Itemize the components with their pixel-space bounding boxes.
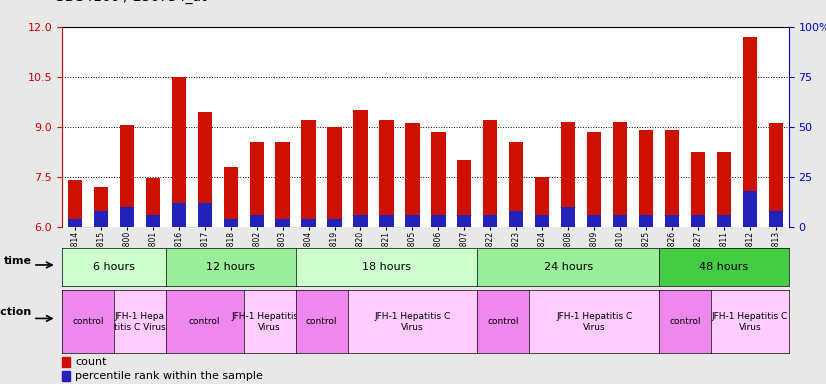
Bar <box>483 215 497 227</box>
Bar <box>691 215 705 227</box>
Text: control: control <box>189 317 221 326</box>
Bar <box>249 142 263 227</box>
Bar <box>665 215 679 227</box>
Text: control: control <box>72 317 103 326</box>
Text: 48 hours: 48 hours <box>700 262 748 272</box>
Bar <box>68 180 82 227</box>
Bar <box>120 125 134 227</box>
Text: JFH-1 Hepatitis C
Virus: JFH-1 Hepatitis C Virus <box>374 311 450 332</box>
Text: 18 hours: 18 hours <box>362 262 411 272</box>
Bar <box>743 37 757 227</box>
Bar <box>457 160 472 227</box>
Bar <box>197 112 211 227</box>
Bar <box>379 215 393 227</box>
Text: control: control <box>306 317 337 326</box>
Bar <box>249 215 263 227</box>
Text: 24 hours: 24 hours <box>544 262 593 272</box>
Bar <box>483 120 497 227</box>
Bar <box>743 190 757 227</box>
Bar <box>93 210 108 227</box>
Bar <box>431 132 445 227</box>
Bar <box>717 215 731 227</box>
Bar <box>301 120 316 227</box>
Bar <box>431 215 445 227</box>
Bar <box>587 132 601 227</box>
Bar <box>406 123 420 227</box>
Bar <box>68 218 82 227</box>
Text: control: control <box>669 317 700 326</box>
Text: JFH-1 Hepatitis C
Virus: JFH-1 Hepatitis C Virus <box>231 311 308 332</box>
Bar <box>172 77 186 227</box>
Bar <box>327 218 342 227</box>
Text: JFH-1 Hepa
titis C Virus: JFH-1 Hepa titis C Virus <box>114 311 166 332</box>
Bar <box>509 142 524 227</box>
Bar <box>172 203 186 227</box>
Text: JFH-1 Hepatitis C
Virus: JFH-1 Hepatitis C Virus <box>712 311 788 332</box>
Bar <box>613 122 627 227</box>
Bar <box>379 120 393 227</box>
Bar <box>613 215 627 227</box>
Bar <box>354 215 368 227</box>
Bar <box>197 203 211 227</box>
Bar <box>62 357 70 367</box>
Bar <box>62 371 70 381</box>
Bar <box>665 130 679 227</box>
Text: control: control <box>487 317 519 326</box>
Text: count: count <box>75 357 107 367</box>
Bar <box>717 152 731 227</box>
Bar <box>120 207 134 227</box>
Bar <box>769 210 783 227</box>
Bar <box>587 215 601 227</box>
Bar <box>354 110 368 227</box>
Bar <box>457 215 472 227</box>
Bar <box>301 218 316 227</box>
Bar <box>535 215 549 227</box>
Text: 6 hours: 6 hours <box>93 262 135 272</box>
Bar <box>224 218 238 227</box>
Bar <box>535 177 549 227</box>
Bar <box>145 178 160 227</box>
Bar <box>509 210 524 227</box>
Bar <box>327 127 342 227</box>
Bar <box>275 218 290 227</box>
Bar <box>561 122 575 227</box>
Bar <box>406 215 420 227</box>
Text: percentile rank within the sample: percentile rank within the sample <box>75 371 263 381</box>
Bar <box>691 152 705 227</box>
Bar <box>769 123 783 227</box>
Bar <box>561 207 575 227</box>
Bar <box>275 142 290 227</box>
Bar <box>224 167 238 227</box>
Bar <box>638 130 653 227</box>
Text: 12 hours: 12 hours <box>206 262 255 272</box>
Bar <box>145 215 160 227</box>
Text: time: time <box>4 256 31 266</box>
Text: GDS4160 / 236734_at: GDS4160 / 236734_at <box>54 0 206 4</box>
Text: infection: infection <box>0 307 31 317</box>
Text: JFH-1 Hepatitis C
Virus: JFH-1 Hepatitis C Virus <box>556 311 632 332</box>
Bar <box>93 187 108 227</box>
Bar <box>638 215 653 227</box>
